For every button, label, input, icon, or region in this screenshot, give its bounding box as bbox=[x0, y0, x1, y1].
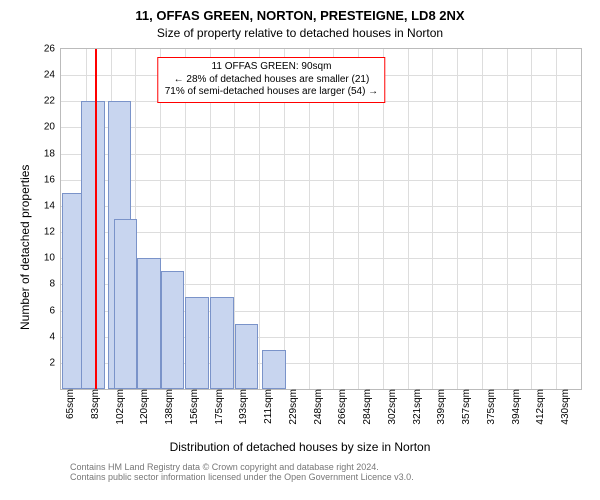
histogram-bar bbox=[81, 101, 105, 389]
y-tick: 18 bbox=[44, 148, 61, 159]
gridline bbox=[61, 154, 581, 155]
x-tick: 430sqm bbox=[556, 389, 571, 439]
gridline bbox=[457, 49, 458, 389]
y-tick: 20 bbox=[44, 122, 61, 133]
gridline bbox=[61, 127, 581, 128]
callout-line-3: 71% of semi-detached houses are larger (… bbox=[165, 86, 378, 99]
x-axis-label: Distribution of detached houses by size … bbox=[0, 440, 600, 454]
x-tick: 138sqm bbox=[160, 389, 175, 439]
chart-title: 11, OFFAS GREEN, NORTON, PRESTEIGNE, LD8… bbox=[0, 8, 600, 23]
y-tick: 22 bbox=[44, 96, 61, 107]
x-tick: 248sqm bbox=[309, 389, 324, 439]
gridline bbox=[556, 49, 557, 389]
credits-line-2: Contains public sector information licen… bbox=[70, 472, 414, 482]
gridline bbox=[482, 49, 483, 389]
x-tick: 357sqm bbox=[457, 389, 472, 439]
x-tick: 375sqm bbox=[482, 389, 497, 439]
x-tick: 211sqm bbox=[259, 389, 274, 439]
gridline bbox=[61, 206, 581, 207]
y-tick: 16 bbox=[44, 174, 61, 185]
gridline bbox=[531, 49, 532, 389]
histogram-bar bbox=[185, 297, 209, 389]
y-tick: 2 bbox=[49, 357, 61, 368]
gridline bbox=[408, 49, 409, 389]
x-tick: 321sqm bbox=[408, 389, 423, 439]
property-marker-line bbox=[95, 49, 97, 389]
x-tick: 339sqm bbox=[432, 389, 447, 439]
credits-line-1: Contains HM Land Registry data © Crown c… bbox=[70, 462, 414, 472]
x-tick: 302sqm bbox=[383, 389, 398, 439]
plot-area: 246810121416182022242665sqm83sqm102sqm12… bbox=[60, 48, 582, 390]
x-tick: 193sqm bbox=[234, 389, 249, 439]
chart-subtitle: Size of property relative to detached ho… bbox=[0, 26, 600, 40]
y-tick: 6 bbox=[49, 305, 61, 316]
x-tick: 65sqm bbox=[61, 389, 76, 439]
callout-line-1: 11 OFFAS GREEN: 90sqm bbox=[165, 61, 378, 74]
y-tick: 26 bbox=[44, 44, 61, 55]
histogram-bar bbox=[137, 258, 161, 389]
y-axis-label: Number of detached properties bbox=[18, 165, 32, 330]
x-tick: 266sqm bbox=[333, 389, 348, 439]
x-tick: 156sqm bbox=[185, 389, 200, 439]
y-tick: 24 bbox=[44, 70, 61, 81]
histogram-bar bbox=[210, 297, 234, 389]
x-tick: 175sqm bbox=[210, 389, 225, 439]
x-tick: 284sqm bbox=[358, 389, 373, 439]
x-tick: 394sqm bbox=[507, 389, 522, 439]
histogram-bar bbox=[161, 271, 185, 389]
y-tick: 10 bbox=[44, 253, 61, 264]
y-tick: 14 bbox=[44, 200, 61, 211]
x-tick: 102sqm bbox=[111, 389, 126, 439]
gridline bbox=[61, 232, 581, 233]
y-tick: 8 bbox=[49, 279, 61, 290]
histogram-bar bbox=[235, 324, 259, 389]
gridline bbox=[507, 49, 508, 389]
credits: Contains HM Land Registry data © Crown c… bbox=[70, 462, 414, 482]
x-tick: 120sqm bbox=[135, 389, 150, 439]
gridline bbox=[432, 49, 433, 389]
x-tick: 83sqm bbox=[86, 389, 101, 439]
y-tick: 12 bbox=[44, 227, 61, 238]
callout-line-2: ← 28% of detached houses are smaller (21… bbox=[165, 74, 378, 87]
gridline bbox=[61, 180, 581, 181]
histogram-bar bbox=[262, 350, 286, 389]
x-tick: 412sqm bbox=[531, 389, 546, 439]
x-tick: 229sqm bbox=[284, 389, 299, 439]
histogram-bar bbox=[114, 219, 138, 389]
y-tick: 4 bbox=[49, 331, 61, 342]
property-callout: 11 OFFAS GREEN: 90sqm← 28% of detached h… bbox=[158, 57, 385, 103]
